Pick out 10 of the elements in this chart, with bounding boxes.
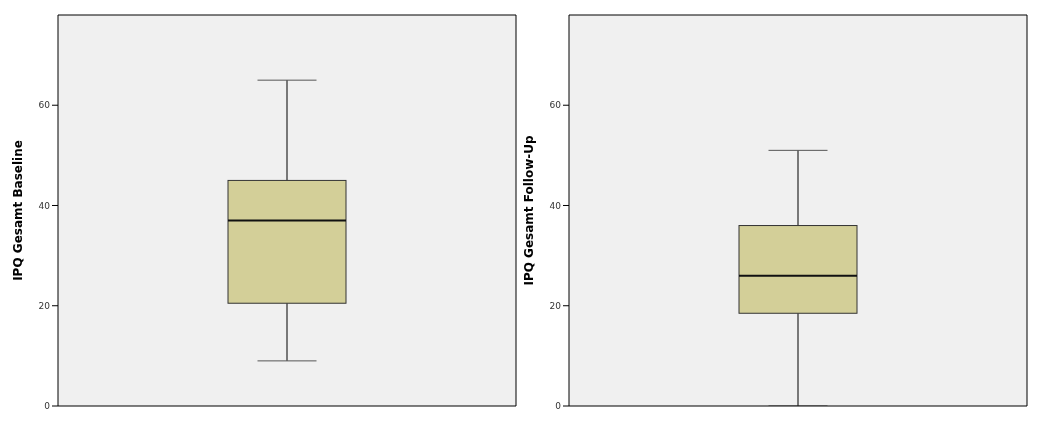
y-axis-title: IPQ Gesamt Follow-Up [522, 135, 537, 286]
y-tick-label: 0 [44, 401, 51, 412]
y-tick-label: 60 [549, 100, 562, 111]
y-tick-label: 40 [549, 200, 562, 211]
y-axis-title: IPQ Gesamt Baseline [11, 140, 26, 281]
y-tick-label: 20 [38, 300, 51, 311]
y-tick-label: 0 [555, 401, 562, 412]
y-tick-label: 40 [38, 200, 51, 211]
y-tick-label: 20 [549, 300, 562, 311]
y-tick-label: 60 [38, 100, 51, 111]
